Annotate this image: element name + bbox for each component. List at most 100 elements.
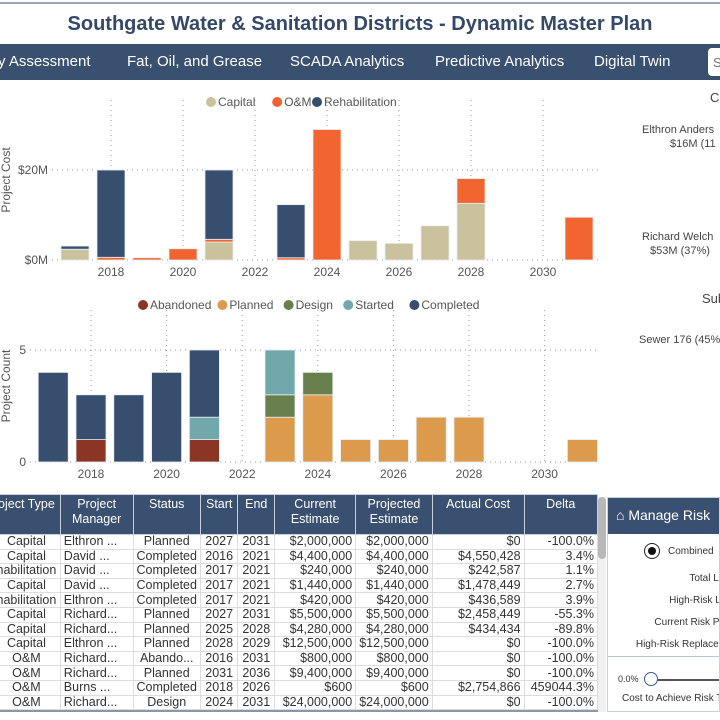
combined-label: Combined bbox=[668, 546, 714, 557]
table-row[interactable]: habilitation Elthron ... Completed 2017 2021… bbox=[0, 592, 598, 608]
column-header[interactable]: Status bbox=[132, 494, 201, 535]
x-tick-label: 2026 bbox=[386, 265, 413, 279]
bar-capital-2026 bbox=[384, 242, 414, 261]
x-tick-label: 2022 bbox=[242, 265, 269, 279]
table-cell: $434,434 bbox=[431, 621, 525, 638]
table-row[interactable]: habilitation David ... Completed 2017 2021 $2… bbox=[0, 563, 598, 579]
table-cell: Richard... bbox=[59, 650, 134, 667]
table-scrollbar[interactable] bbox=[598, 497, 606, 712]
legend-label-planned: Planned bbox=[229, 298, 273, 312]
table-row[interactable]: O&M Richard... Design 2024 2031 $24,000,000 $2… bbox=[0, 694, 598, 710]
nav-item-fog[interactable]: Fat, Oil, and Grease bbox=[127, 53, 263, 70]
y-axis-title: Project Cost bbox=[0, 147, 13, 213]
table-cell: $800,000 bbox=[274, 650, 357, 667]
bar-planned-2023 bbox=[264, 416, 296, 463]
y-tick-label: 0 bbox=[19, 455, 26, 469]
table-cell: 459044.3% bbox=[523, 679, 598, 696]
table-cell: 3.9% bbox=[523, 592, 598, 608]
column-header[interactable]: End bbox=[237, 494, 276, 535]
table-row[interactable]: Capital Elthron ... Planned 2028 2029 $12,500… bbox=[0, 636, 598, 652]
x-tick-label: 2026 bbox=[380, 467, 407, 481]
table-cell: 2028 bbox=[237, 621, 276, 638]
risk-slider-track[interactable] bbox=[654, 679, 719, 681]
bar-completed-2021 bbox=[188, 349, 220, 418]
table-cell: 2021 bbox=[237, 563, 276, 579]
bar-capital-2017 bbox=[60, 248, 90, 261]
table-row[interactable]: O&M Richard... Planned 2031 2036 $9,400,000 $9… bbox=[0, 665, 598, 681]
table-cell: $240,000 bbox=[274, 563, 357, 579]
table-row[interactable]: O&M Burns ... Completed 2018 2026 $600 $600 $2,… bbox=[0, 679, 598, 696]
combined-radio[interactable] bbox=[644, 543, 660, 559]
bar-design-2024 bbox=[302, 372, 334, 396]
table-cell: Capital bbox=[0, 577, 61, 594]
legend-marker bbox=[312, 97, 322, 107]
nav-item-digital-twin[interactable]: Digital Twin bbox=[594, 53, 671, 70]
table-row[interactable]: O&M Richard... Abando... 2016 2031 $800,000 $8… bbox=[0, 650, 598, 667]
risk-slider-handle[interactable] bbox=[644, 672, 658, 686]
column-header[interactable]: Current Estimate bbox=[274, 494, 357, 535]
table-row[interactable]: Capital Richard... Planned 2027 2031 $5,500,0… bbox=[0, 606, 598, 623]
table-cell: $24,000,000 bbox=[274, 694, 357, 710]
table-row[interactable]: Capital David ... Completed 2016 2021 $4,400,… bbox=[0, 548, 598, 565]
bar-om-2028 bbox=[456, 178, 486, 204]
table-cell: 1.1% bbox=[523, 563, 598, 579]
table-cell: $600 bbox=[355, 679, 433, 696]
nav-bar: y Assessment Fat, Oil, and Grease SCADA … bbox=[0, 44, 720, 80]
table-cell: $436,589 bbox=[431, 592, 525, 608]
table-cell: $0 bbox=[431, 650, 525, 667]
table-cell: $240,000 bbox=[355, 563, 433, 579]
table-cell: Completed bbox=[132, 592, 201, 608]
column-header[interactable]: Projected Estimate bbox=[355, 494, 433, 535]
table-cell: Planned bbox=[132, 534, 201, 550]
table-cell: $2,458,449 bbox=[431, 606, 525, 623]
table-cell: $4,280,000 bbox=[274, 621, 357, 638]
table-cell: 2031 bbox=[199, 665, 239, 681]
table-cell: 2021 bbox=[237, 592, 276, 608]
table-row[interactable]: Capital Elthron ... Planned 2027 2031 $2,000,… bbox=[0, 534, 598, 550]
table-cell: Design bbox=[132, 694, 201, 710]
table-cell: $12,500,000 bbox=[274, 636, 357, 652]
x-tick-label: 2020 bbox=[170, 265, 197, 279]
table-row[interactable]: Capital Richard... Planned 2025 2028 $4,280,0… bbox=[0, 621, 598, 638]
nav-item-predictive[interactable]: Predictive Analytics bbox=[435, 53, 565, 70]
project-count-chart: Abandoned Planned Design Started Completed 20… bbox=[0, 298, 600, 481]
table-cell: David ... bbox=[59, 577, 134, 594]
manage-risk-header[interactable]: ⌂ Manage Risk bbox=[608, 498, 719, 534]
nav-item-condition-assessment[interactable]: y Assessment bbox=[0, 53, 91, 70]
table-cell: Richard... bbox=[59, 694, 134, 710]
y-tick-label: 5 bbox=[19, 343, 26, 357]
bar-capital-2025 bbox=[348, 240, 378, 261]
table-cell: -55.3% bbox=[523, 606, 598, 623]
table-cell: Capital bbox=[0, 621, 61, 638]
table-row[interactable]: Capital David ... Completed 2017 2021 $1,440,… bbox=[0, 577, 598, 594]
table-cell: $0 bbox=[431, 665, 525, 681]
bar-planned-2028 bbox=[453, 416, 485, 463]
page-title: Southgate Water & Sanitation Districts -… bbox=[0, 2, 720, 42]
table-cell: $5,500,000 bbox=[355, 606, 433, 623]
table-cell: $2,000,000 bbox=[355, 534, 433, 550]
column-header[interactable]: Start bbox=[199, 494, 239, 535]
table-cell: Elthron ... bbox=[59, 534, 134, 550]
bar-planned-2024 bbox=[302, 394, 334, 463]
table-cell: O&M bbox=[0, 679, 61, 696]
column-header[interactable]: Delta bbox=[523, 494, 598, 535]
table-cell: habilitation bbox=[0, 563, 61, 579]
table-cell: $9,400,000 bbox=[274, 665, 357, 681]
column-header[interactable]: Actual Cost bbox=[431, 494, 525, 535]
bar-om-2020 bbox=[168, 248, 198, 261]
table-cell: $1,440,000 bbox=[274, 577, 357, 594]
table-cell: $4,400,000 bbox=[355, 548, 433, 565]
column-header[interactable]: oject Type bbox=[0, 494, 61, 535]
bar-completed-2017 bbox=[37, 372, 69, 463]
search-input[interactable] bbox=[708, 48, 720, 76]
bar-om-2019 bbox=[132, 257, 162, 261]
bar-om-2021 bbox=[204, 238, 234, 243]
column-header[interactable]: Project Manager bbox=[59, 494, 134, 535]
bar-design-2023 bbox=[264, 394, 296, 418]
nav-item-scada[interactable]: SCADA Analytics bbox=[290, 53, 405, 70]
table-cell: David ... bbox=[59, 548, 134, 565]
table-cell: Richard... bbox=[59, 606, 134, 623]
scrollbar-thumb[interactable] bbox=[598, 497, 606, 559]
bar-rehabilitation-2023 bbox=[276, 204, 306, 259]
bar-abandoned-2018 bbox=[75, 439, 107, 463]
